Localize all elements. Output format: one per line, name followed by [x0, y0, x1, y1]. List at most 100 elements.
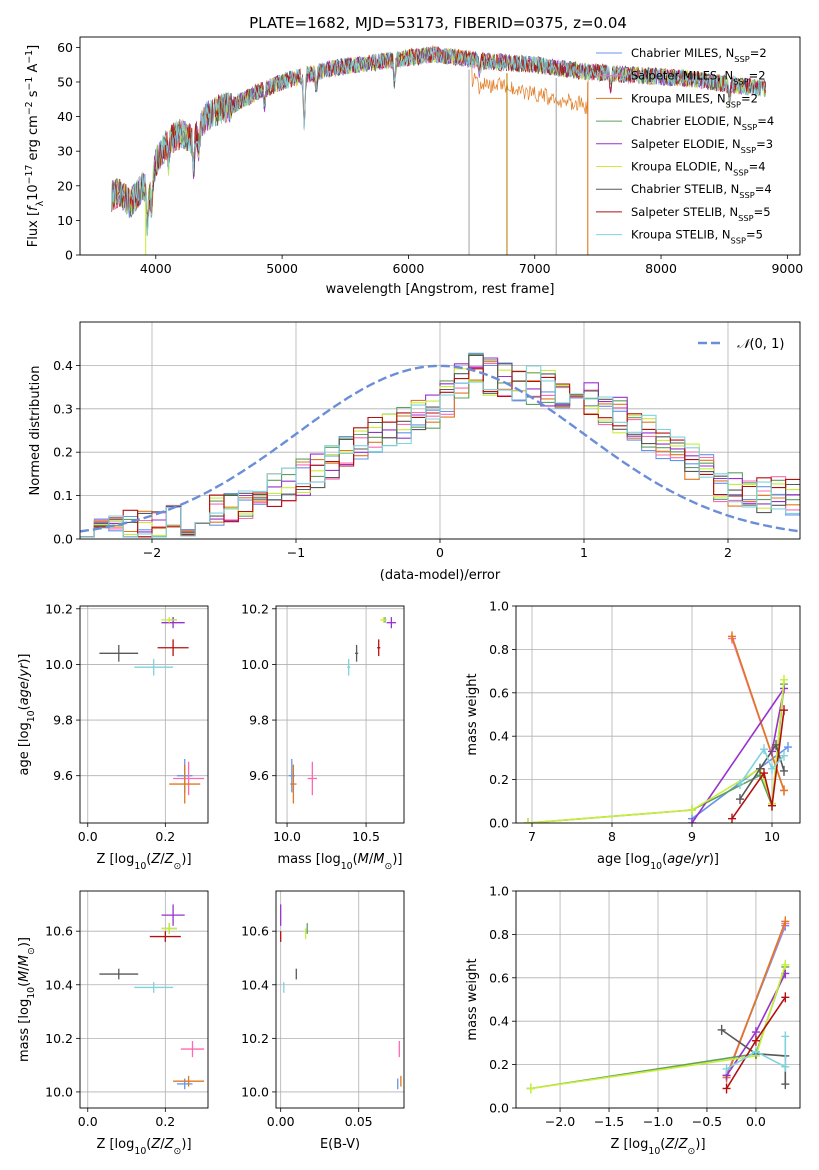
- gaussian-legend-label: 𝒩(0, 1): [737, 337, 784, 352]
- spectrum-lines: [111, 44, 766, 255]
- errorbar-point: [347, 658, 351, 676]
- gaussian-curve: [80, 364, 800, 533]
- x-tick-label: 4000: [140, 261, 172, 276]
- errorbar-point: [377, 639, 381, 657]
- x-tick-label: 0.05: [345, 1114, 373, 1129]
- x-tick-label: 8: [608, 829, 616, 844]
- x-tick-label: 10.0: [273, 829, 301, 844]
- weight-series: [725, 921, 787, 1078]
- weight_vs_Z-panel: −2.0 −1.5 −1.0 −0.5 0.0 0.0 0.2 0.4 0.6 0.8 1.0 Z […: [465, 884, 801, 1157]
- errorbar-point: [176, 1078, 193, 1090]
- y-tick-label: 40: [57, 109, 73, 124]
- y-tick-label: 10.4: [241, 977, 269, 992]
- errorbar-point: [99, 968, 139, 980]
- mass_vs_Z-panel: 0.0 0.2 10.0 10.2 10.4 10.6 Z [log10(Z/Z⊙)] mas…: [17, 890, 209, 1157]
- x-tick-label: −0.5: [692, 1114, 722, 1129]
- axes-frame: [79, 890, 209, 1109]
- ticks: 0.0 0.2 9.6 9.8 10.0 10.2: [45, 601, 175, 844]
- errorbar-point: [134, 658, 174, 676]
- weight_vs_age-lines: [524, 631, 792, 823]
- x-tick-label: 0.0: [78, 829, 98, 844]
- errorbar-point: [173, 761, 205, 796]
- weight-series: [527, 684, 785, 823]
- y-tick-label: 9.8: [53, 713, 73, 728]
- x-tick-label: 0.00: [267, 1114, 295, 1129]
- panels: 4000 5000 6000 7000 8000 90000102030405060wav…: [17, 36, 803, 1157]
- age_vs_Z-ylabel: age [log10(age/yr)]: [17, 653, 37, 775]
- ticks: −2 −1 0 1 2 0.0 0.1 0.2 0.3 0.4: [53, 358, 732, 560]
- legend-label: Salpeter ELODIE, NSSP=3: [631, 137, 773, 155]
- axes-frame: [275, 890, 405, 1109]
- errorbar-point: [290, 764, 297, 804]
- x-tick-label: −2.0: [545, 1114, 575, 1129]
- x-tick-label: 6000: [393, 261, 425, 276]
- x-tick-label: 10.5: [352, 829, 380, 844]
- ticks: 10.0 10.5 9.6 9.8 10.0 10.2: [241, 601, 380, 844]
- spectrum-legend: Chabrier MILES, NSSP=2 Salpeter MILES, NS…: [596, 46, 774, 246]
- y-tick-label: 0.0: [53, 532, 73, 547]
- y-tick-label: 0.0: [489, 1101, 509, 1116]
- spectrum-series: [111, 46, 766, 232]
- y-tick-label: 0.6: [489, 970, 509, 985]
- y-tick-label: 9.6: [53, 768, 73, 783]
- y-tick-label: 0.4: [53, 358, 73, 373]
- age_vs_mass-xlabel: mass [log10(M/M⊙)]: [278, 852, 403, 872]
- y-tick-label: 0.1: [53, 488, 73, 503]
- x-tick-label: 0.0: [746, 1114, 766, 1129]
- y-tick-label: 0.4: [489, 1014, 509, 1029]
- histogram-panel: −2 −1 0 1 2 0.0 0.1 0.2 0.3 0.4 (data-model)/error…: [28, 321, 801, 583]
- x-tick-label: 0.0: [78, 1114, 98, 1129]
- y-tick-label: 10.2: [45, 601, 73, 616]
- x-tick-label: 0.2: [155, 829, 175, 844]
- x-tick-label: 7000: [519, 261, 551, 276]
- mass_vs_Z-xlabel: Z [log10(Z/Z⊙)]: [96, 1137, 191, 1157]
- weight_vs_Z-lines: [526, 916, 790, 1094]
- mass_vs_ebv-panel: 0.00 0.05 10.0 10.2 10.4 10.6 E(B-V): [241, 890, 405, 1152]
- legend-label: Salpeter MILES, NSSP=2: [631, 69, 766, 87]
- mass_vs_ebv-points: [280, 904, 402, 1090]
- mass_vs_Z-ylabel: mass [log10(M/M⊙)]: [17, 937, 37, 1062]
- x-tick-label: −1.5: [594, 1114, 624, 1129]
- ticks: 0.00 0.05 10.0 10.2 10.4 10.6: [241, 924, 372, 1129]
- axes-frame: [515, 605, 801, 824]
- axes-frame: [79, 321, 801, 540]
- ticks: −2.0 −1.5 −1.0 −0.5 0.0 0.0 0.2 0.4 0.6 0.8 1.0: [489, 884, 766, 1130]
- legend-label: Kroupa STELIB, NSSP=5: [631, 228, 763, 246]
- y-tick-label: 0.2: [489, 772, 509, 787]
- y-tick-label: 10.4: [45, 977, 73, 992]
- y-tick-label: 0.0: [489, 816, 509, 831]
- y-tick-label: 0.6: [489, 685, 509, 700]
- legend-label: Chabrier MILES, NSSP=2: [631, 46, 767, 64]
- histogram-xlabel: (data-model)/error: [380, 568, 501, 583]
- y-tick-label: 10: [57, 213, 73, 228]
- errorbar-point: [180, 1041, 205, 1058]
- y-tick-label: 10.0: [241, 657, 269, 672]
- y-tick-label: 10.0: [45, 1084, 73, 1099]
- y-tick-label: 60: [57, 40, 73, 55]
- weight_vs_age-ylabel: mass weight: [465, 673, 480, 755]
- axes-frame: [275, 605, 405, 824]
- weight_vs_age-panel: 7 8 9 10 0.0 0.2 0.4 0.6 0.8 1.0 age [log10(age/yr…: [465, 599, 801, 872]
- y-tick-label: 9.8: [249, 713, 269, 728]
- y-tick-label: 0.2: [53, 445, 73, 460]
- y-tick-label: 10.2: [241, 1031, 269, 1046]
- mass_vs_Z-points: [99, 904, 205, 1090]
- x-tick-label: 0: [436, 545, 444, 560]
- legend-label: Chabrier STELIB, NSSP=4: [631, 182, 772, 200]
- y-tick-label: 30: [57, 144, 73, 159]
- errorbar-point: [161, 617, 177, 623]
- y-tick-label: 0.3: [53, 401, 73, 416]
- errorbar-point: [161, 904, 185, 926]
- weight_vs_Z-xlabel: Z [log10(Z/Z⊙)]: [610, 1137, 705, 1157]
- legend-label: Kroupa MILES, NSSP=2: [631, 91, 758, 109]
- figure-title: PLATE=1682, MJD=53173, FIBERID=0375, z=0…: [249, 14, 627, 32]
- x-tick-label: 7: [528, 829, 536, 844]
- y-tick-label: 0: [65, 248, 73, 263]
- errorbar-point: [157, 639, 189, 657]
- weight-series: [726, 1036, 787, 1070]
- errorbar-point: [307, 761, 318, 796]
- spectrum-ylabel: Flux [fλ10−17 erg cm−2 s−1 A−1]: [24, 45, 46, 247]
- errorbar-point: [134, 982, 174, 993]
- x-tick-label: −2: [143, 545, 161, 560]
- errorbar-point: [380, 617, 387, 623]
